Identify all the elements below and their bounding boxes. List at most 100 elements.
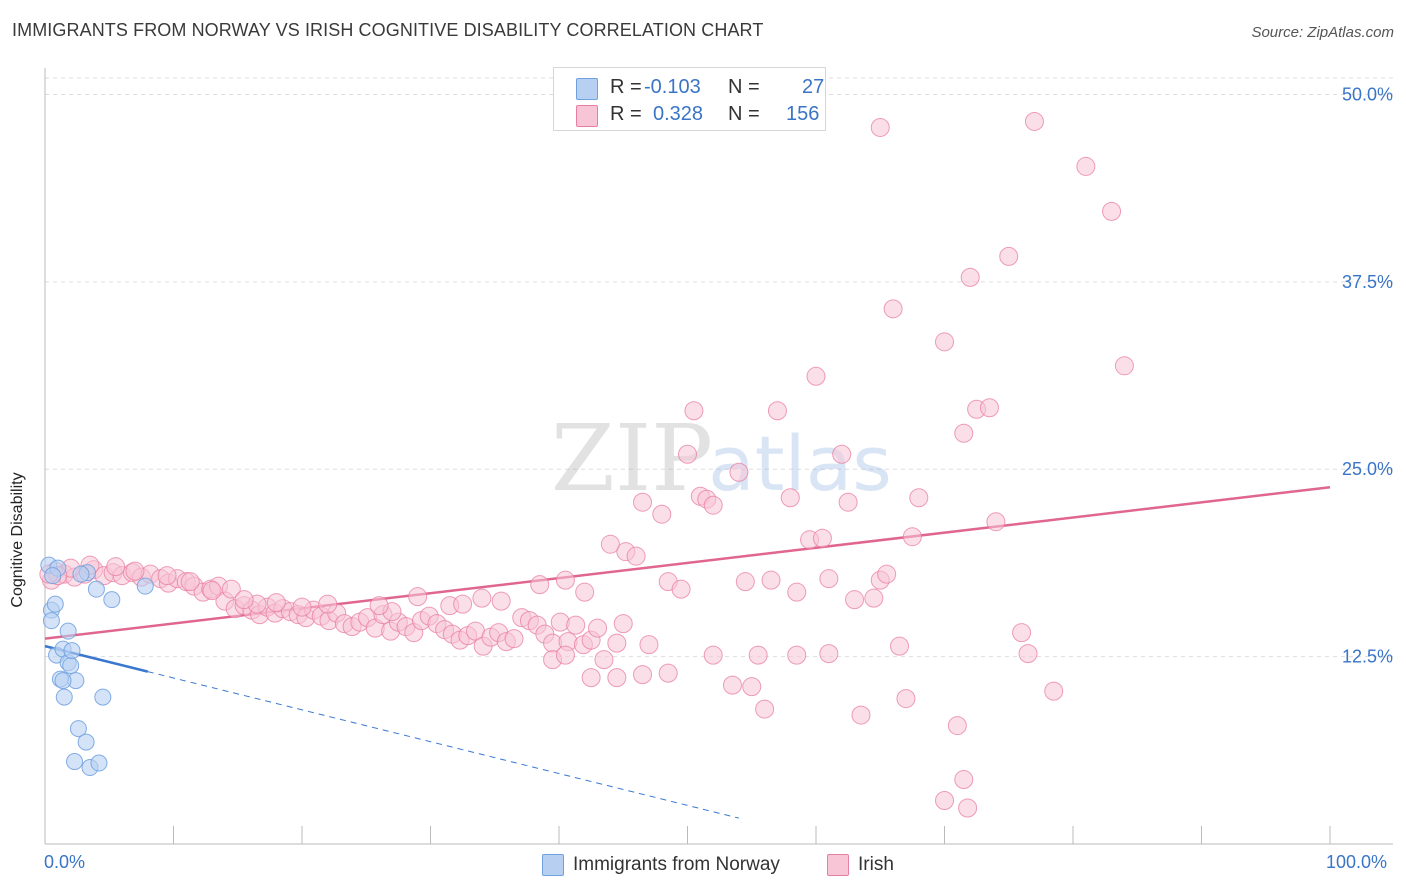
axes xyxy=(44,68,1393,845)
irish-point xyxy=(555,570,575,590)
irish-point xyxy=(626,546,646,566)
y-tick-label: 37.5% xyxy=(1342,272,1393,292)
y-tick-label: 50.0% xyxy=(1342,84,1393,104)
norway-point xyxy=(77,733,95,751)
source-label: Source: ZipAtlas.com xyxy=(1251,24,1394,41)
irish-point xyxy=(851,705,871,725)
irish-point xyxy=(671,579,691,599)
norway-point xyxy=(94,688,112,706)
irish-point xyxy=(550,612,570,632)
irish-point xyxy=(180,572,200,592)
norway-point xyxy=(42,612,60,630)
irish-point xyxy=(1018,644,1038,664)
legend-r-label: R = xyxy=(610,103,642,125)
irish-point xyxy=(947,716,967,736)
irish-point xyxy=(819,569,839,589)
irish-point xyxy=(125,561,145,581)
trend-lines xyxy=(44,485,1331,819)
irish-point xyxy=(633,665,653,685)
irish-point xyxy=(234,590,254,610)
irish-point xyxy=(658,663,678,683)
irish-point xyxy=(722,675,742,695)
irish-point xyxy=(607,668,627,688)
watermark: ZIP atlas xyxy=(551,405,892,512)
irish-point xyxy=(684,401,704,421)
irish-point xyxy=(883,299,903,319)
chart-title: IMMIGRANTS FROM NORWAY VS IRISH COGNITIV… xyxy=(12,20,764,40)
irish-point xyxy=(864,588,884,608)
irish-point xyxy=(787,582,807,602)
norway-point xyxy=(62,657,80,675)
irish-point xyxy=(979,398,999,418)
irish-point xyxy=(896,689,916,709)
legend-n-value: 156 xyxy=(786,103,820,125)
irish-point xyxy=(954,423,974,443)
legend-label-irish: Irish xyxy=(858,854,894,875)
legend-r-value: -0.103 xyxy=(644,76,701,98)
irish-point xyxy=(652,504,672,524)
irish-point xyxy=(369,596,389,616)
norway-trend-extension xyxy=(147,671,740,819)
irish-point xyxy=(870,117,890,137)
norway-point xyxy=(44,567,62,585)
irish-point xyxy=(581,668,601,688)
irish-point xyxy=(780,488,800,508)
y-axis-label: Cognitive Disability xyxy=(9,472,26,608)
correlation-legend: R = -0.103 N = 27 R = 0.328 N = 156 xyxy=(553,67,826,131)
irish-point xyxy=(1076,156,1096,176)
irish-point xyxy=(935,332,954,352)
irish-point xyxy=(613,614,633,634)
norway-swatch xyxy=(542,854,564,876)
irish-swatch xyxy=(576,105,598,127)
irish-point xyxy=(986,512,1006,532)
irish-point xyxy=(999,246,1019,266)
irish-point xyxy=(755,699,775,719)
irish-point xyxy=(812,528,832,548)
norway-points xyxy=(40,556,154,777)
irish-point xyxy=(1044,681,1064,701)
irish-point xyxy=(832,444,852,464)
irish-point xyxy=(890,636,910,656)
norway-point xyxy=(72,565,90,583)
irish-point xyxy=(703,495,723,515)
norway-point xyxy=(54,672,72,690)
irish-point xyxy=(607,633,627,653)
norway-point xyxy=(63,642,81,660)
x-tick-label-max: 100.0% xyxy=(1326,852,1388,872)
irish-point xyxy=(491,591,511,611)
irish-point xyxy=(594,650,614,670)
irish-point xyxy=(845,590,865,610)
irish-point xyxy=(767,401,787,421)
irish-point xyxy=(472,588,492,608)
irish-swatch xyxy=(827,854,849,876)
irish-point xyxy=(157,566,177,586)
norway-point xyxy=(136,577,154,595)
norway-point xyxy=(59,622,77,640)
irish-point xyxy=(588,618,608,638)
norway-point xyxy=(46,595,64,613)
irish-point xyxy=(958,798,978,818)
irish-point xyxy=(266,593,286,613)
irish-point xyxy=(202,581,222,601)
irish-point xyxy=(960,267,980,287)
irish-point xyxy=(761,570,781,590)
irish-point xyxy=(806,366,826,386)
grid-lines xyxy=(45,77,1393,658)
legend-n-value: 27 xyxy=(802,76,825,98)
norway-point xyxy=(87,580,105,598)
norway-point xyxy=(90,754,108,772)
irish-point xyxy=(530,575,550,595)
legend-r-value: 0.328 xyxy=(653,103,704,125)
irish-point xyxy=(742,677,762,697)
irish-point xyxy=(954,770,974,790)
y-tick-label: 25.0% xyxy=(1342,459,1393,479)
irish-point xyxy=(600,534,620,554)
irish-point xyxy=(221,579,241,599)
legend-n-label: N = xyxy=(728,76,760,98)
norway-point xyxy=(103,591,121,609)
irish-point xyxy=(566,615,586,635)
series-legend: Immigrants from Norway Irish xyxy=(0,850,1406,880)
irish-point xyxy=(787,645,807,665)
irish-point xyxy=(106,557,126,577)
irish-point xyxy=(877,564,897,584)
